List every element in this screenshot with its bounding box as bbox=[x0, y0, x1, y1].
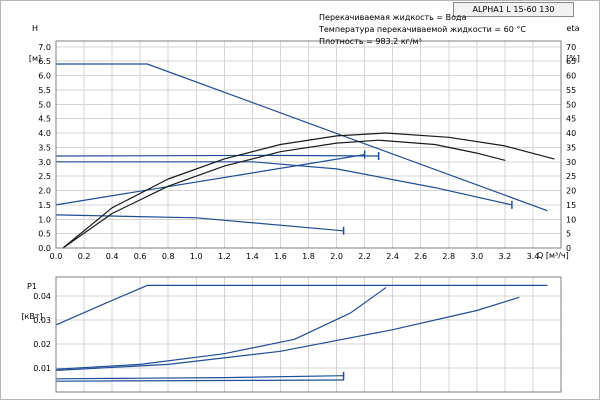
eta-curve-2 bbox=[62, 139, 506, 249]
y2-tick-label: 70 bbox=[566, 43, 576, 52]
pump-model-badge: ALPHA1 L 15-60 130 bbox=[453, 2, 574, 17]
y2-tick-label: 55 bbox=[566, 86, 576, 95]
y2-tick-label: 50 bbox=[566, 100, 576, 109]
p1-axis-title: P1 [кВт] bbox=[17, 262, 47, 342]
pump-curve-prop-pressure bbox=[55, 154, 366, 206]
eta-axis-label: eta bbox=[566, 24, 580, 33]
y-tick-label: 2.0 bbox=[38, 187, 51, 196]
y2-tick-label: 10 bbox=[566, 215, 576, 224]
x-tick-label: 1.4 bbox=[246, 252, 259, 261]
power-curve-low bbox=[55, 379, 345, 382]
y-tick-label: 4.5 bbox=[38, 115, 51, 124]
y2-tick-label: 40 bbox=[566, 129, 576, 138]
eta-axis-unit: [%] bbox=[566, 54, 580, 63]
x-tick-label: 3.2 bbox=[499, 252, 512, 261]
y2-tick-label: 20 bbox=[566, 187, 576, 196]
y2-tick-label: 15 bbox=[566, 201, 576, 210]
x-tick-label: 1.0 bbox=[190, 252, 203, 261]
x-tick-label: 2.6 bbox=[414, 252, 427, 261]
pump-curve-max-speed bbox=[55, 63, 548, 212]
h-axis-unit: [м] bbox=[28, 54, 42, 63]
x-tick-label: 2.0 bbox=[330, 252, 343, 261]
power-curve-auto-2 bbox=[55, 296, 520, 371]
x-tick-label: 0.6 bbox=[134, 252, 147, 261]
y2-tick-label: 45 bbox=[566, 115, 576, 124]
x-tick-label: 0.4 bbox=[106, 252, 119, 261]
y-tick-label: 1.5 bbox=[38, 201, 51, 210]
y-tick-label: 3.0 bbox=[38, 158, 51, 167]
x-tick-label: 3.0 bbox=[470, 252, 483, 261]
y2-tick-label: 5 bbox=[566, 230, 571, 239]
y-tick-label: 0.04 bbox=[33, 292, 51, 301]
eta-curve-1 bbox=[62, 132, 555, 249]
y-tick-label: 6.5 bbox=[38, 57, 51, 66]
q-axis-label: Q [м³/ч] bbox=[537, 251, 569, 260]
y-tick-label: 3.5 bbox=[38, 143, 51, 152]
y-tick-label: 5.0 bbox=[38, 100, 51, 109]
y2-tick-label: 60 bbox=[566, 72, 576, 81]
eta-axis-title: eta [%] bbox=[561, 4, 585, 84]
pump-curve-speed-2 bbox=[55, 161, 513, 206]
x-tick-label: 2.4 bbox=[386, 252, 399, 261]
h-axis-title: H [м] bbox=[25, 4, 45, 84]
x-tick-label: 3.4 bbox=[527, 252, 540, 261]
fluid-info-line: Перекачиваемая жидкость = Вода bbox=[319, 13, 467, 22]
y2-tick-label: 0 bbox=[566, 244, 571, 253]
plot-border bbox=[55, 276, 562, 393]
x-tick-label: 0.8 bbox=[162, 252, 175, 261]
x-tick-label: 2.2 bbox=[358, 252, 371, 261]
y-tick-label: 2.5 bbox=[38, 172, 51, 181]
pump-curve-const-pressure-3m bbox=[55, 154, 380, 157]
y2-tick-label: 30 bbox=[566, 158, 576, 167]
x-tick-label: 2.8 bbox=[442, 252, 455, 261]
x-tick-label: 1.8 bbox=[302, 252, 315, 261]
x-tick-label: 1.2 bbox=[218, 252, 231, 261]
plot-border bbox=[55, 40, 562, 249]
y2-tick-label: 35 bbox=[566, 143, 576, 152]
y2-tick-label: 65 bbox=[566, 57, 576, 66]
power-curve-speed-1 bbox=[55, 375, 345, 380]
h-axis-label: H bbox=[31, 24, 38, 33]
fluid-info-line: Плотность = 983.2 кг/м³ bbox=[319, 37, 422, 46]
y-tick-label: 0.01 bbox=[33, 364, 51, 373]
x-tick-label: 1.6 bbox=[274, 252, 287, 261]
y-tick-label: 7.0 bbox=[38, 43, 51, 52]
fluid-info-block: Перекачиваемая жидкость = Вода Температу… bbox=[319, 12, 526, 48]
y-tick-label: 5.5 bbox=[38, 86, 51, 95]
y-tick-label: 6.0 bbox=[38, 72, 51, 81]
power-curve-auto-1 bbox=[55, 287, 387, 370]
y-tick-label: 0.0 bbox=[38, 244, 51, 253]
fluid-info-line: Температура перекачиваемой жидкости = 60… bbox=[319, 25, 526, 34]
y-tick-label: 0.5 bbox=[38, 230, 51, 239]
x-tick-label: 0.2 bbox=[78, 252, 91, 261]
y2-tick-label: 25 bbox=[566, 172, 576, 181]
power-curve-max-speed bbox=[55, 284, 548, 326]
y-tick-label: 0.03 bbox=[33, 316, 51, 325]
p1-axis-unit: [кВт] bbox=[21, 312, 43, 321]
y-tick-label: 4.0 bbox=[38, 129, 51, 138]
power-flow-chart: 0.01 0.02 0.03 0.04 bbox=[33, 276, 562, 393]
p1-axis-label: P1 bbox=[27, 282, 37, 291]
y-tick-label: 0.02 bbox=[33, 340, 51, 349]
x-tick-label: 0.0 bbox=[50, 252, 63, 261]
y-tick-label: 1.0 bbox=[38, 215, 51, 224]
head-flow-chart: 0.0 0.2 0.4 0.6 0.8 1.0 1.2 1.4 1.6 1.8 2.0 2.2 2.4 2… bbox=[38, 40, 576, 261]
